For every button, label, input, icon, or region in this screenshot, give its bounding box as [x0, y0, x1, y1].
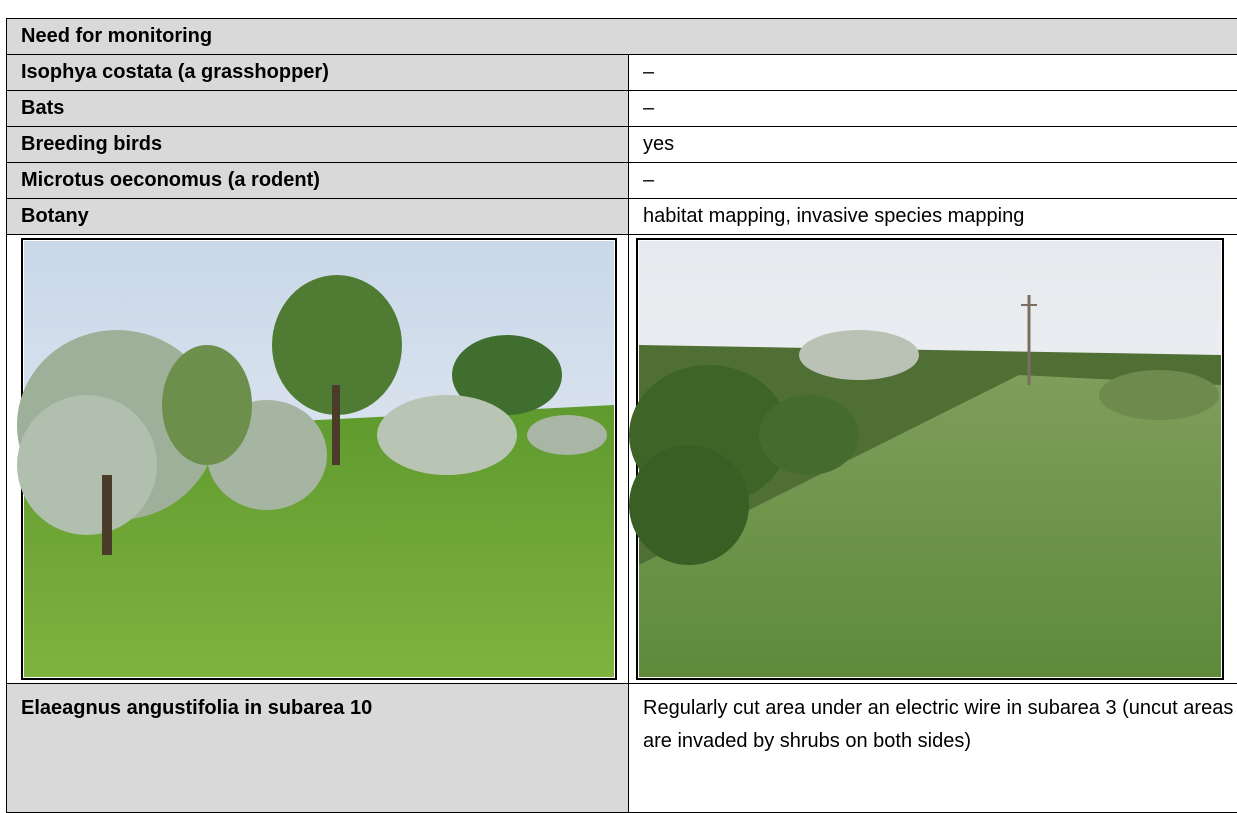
- photo-cell: [629, 235, 1237, 684]
- row-value: –: [629, 91, 1237, 127]
- row-value: habitat mapping, invasive species mappin…: [629, 199, 1237, 235]
- photo-cell: [7, 235, 629, 684]
- row-value: yes: [629, 127, 1237, 163]
- caption-row: Elaeagnus angustifolia in subarea 10 Reg…: [7, 684, 1237, 813]
- row-label: Breeding birds: [7, 127, 629, 163]
- page: Need for monitoring Isophya costata (a g…: [0, 0, 1237, 787]
- photo-elaeagnus: [7, 235, 629, 683]
- caption-right: Regularly cut area under an electric wir…: [629, 684, 1237, 813]
- photo-row: [7, 235, 1237, 684]
- row-value: –: [629, 55, 1237, 91]
- row: Bats–: [7, 91, 1237, 127]
- row-value: –: [629, 163, 1237, 199]
- header-row: Need for monitoring: [7, 19, 1237, 55]
- row: Microtus oeconomus (a rodent)–: [7, 163, 1237, 199]
- row-label: Botany: [7, 199, 629, 235]
- table-title: Need for monitoring: [7, 19, 1237, 55]
- row: Isophya costata (a grasshopper)–: [7, 55, 1237, 91]
- row-label: Microtus oeconomus (a rodent): [7, 163, 629, 199]
- photo-wire-area: [629, 235, 1237, 683]
- caption-left: Elaeagnus angustifolia in subarea 10: [7, 684, 629, 813]
- monitoring-table: Need for monitoring Isophya costata (a g…: [6, 18, 1237, 813]
- row-label: Bats: [7, 91, 629, 127]
- row-label: Isophya costata (a grasshopper): [7, 55, 629, 91]
